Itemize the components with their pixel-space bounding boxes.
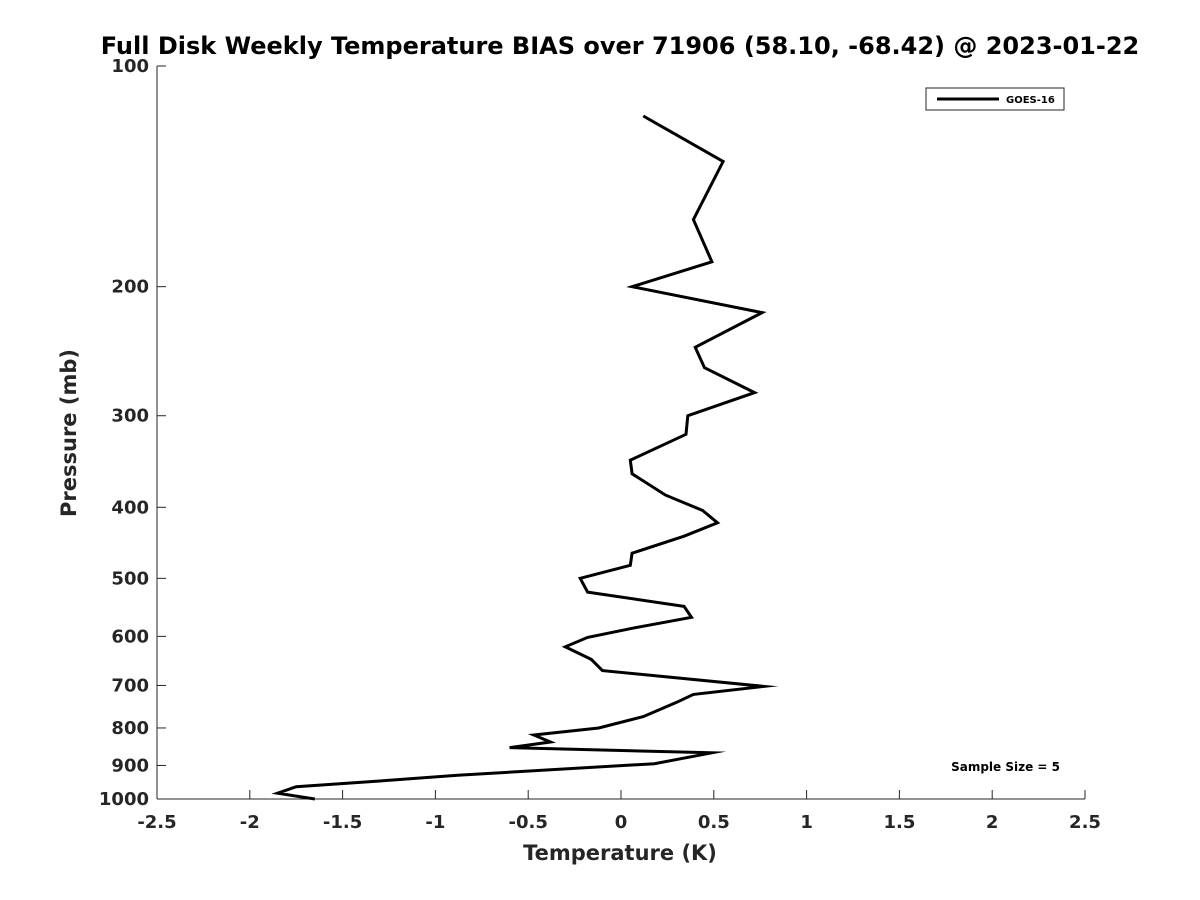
y-tick-label: 400	[111, 497, 149, 518]
x-axis-label: Temperature (K)	[523, 841, 717, 865]
x-tick-label: 2.5	[1069, 812, 1101, 833]
x-tick-label: 0	[615, 812, 628, 833]
x-tick-label: -0.5	[509, 812, 548, 833]
y-axis-label: Pressure (mb)	[57, 349, 81, 517]
x-tick-label: 2	[986, 812, 999, 833]
x-tick-label: 0.5	[698, 812, 730, 833]
y-tick-label: 500	[111, 568, 149, 589]
x-tick-label: -1.5	[323, 812, 362, 833]
x-tick-label: -2.5	[137, 812, 176, 833]
y-tick-label: 100	[111, 56, 149, 77]
y-tick-label: 900	[111, 755, 149, 776]
x-tick-label: 1.5	[883, 812, 915, 833]
y-tick-label: 600	[111, 626, 149, 647]
chart-title: Full Disk Weekly Temperature BIAS over 7…	[101, 32, 1140, 60]
y-tick-label: 700	[111, 675, 149, 696]
series-layer	[271, 114, 779, 801]
x-tick-label: -2	[240, 812, 260, 833]
y-ticks: 100 200 300 400 500 600 700 800 900 1000	[99, 56, 166, 810]
series-line-goes-16	[271, 114, 779, 801]
sample-size-annotation: Sample Size = 5	[951, 760, 1060, 774]
legend-entry-label: GOES-16	[1006, 95, 1055, 106]
x-ticks: -2.5 -2 -1.5 -1 -0.5 0 0.5 1 1.5 2 2.5	[137, 790, 1101, 833]
y-tick-label: 300	[111, 406, 149, 427]
y-tick-label: 800	[111, 718, 149, 739]
legend: GOES-16	[925, 87, 1065, 111]
y-tick-label: 1000	[99, 789, 149, 810]
y-tick-label: 200	[111, 277, 149, 298]
x-tick-label: -1	[425, 812, 445, 833]
x-tick-label: 1	[800, 812, 813, 833]
